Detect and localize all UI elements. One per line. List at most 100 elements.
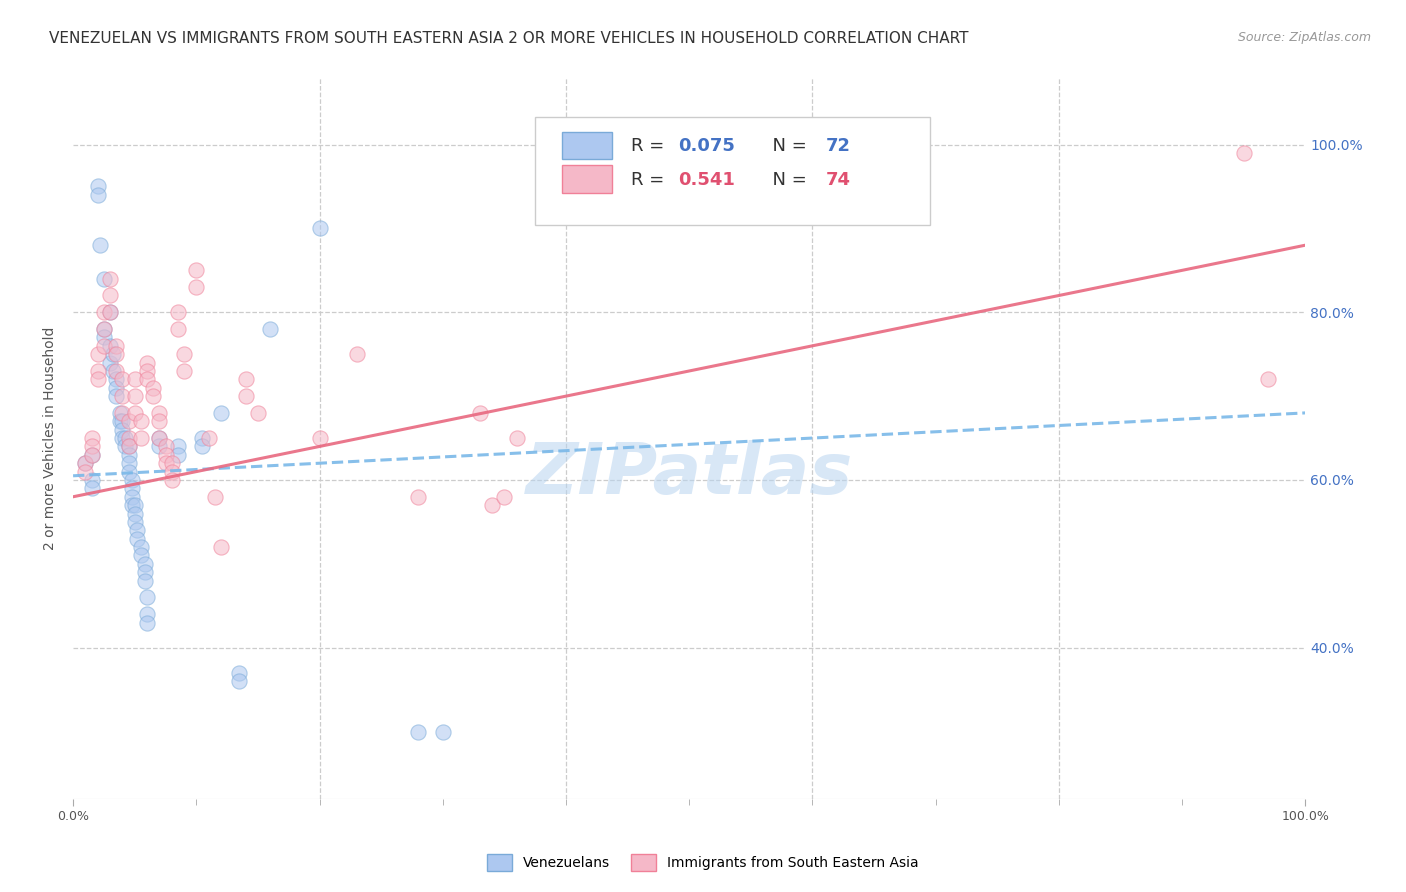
- Point: [121, 498, 143, 512]
- Point: [75, 456, 97, 470]
- Point: [105, 372, 128, 386]
- Text: 72: 72: [827, 137, 851, 155]
- Point: [134, 574, 156, 588]
- Point: [136, 607, 159, 622]
- Point: [142, 381, 165, 395]
- Point: [121, 482, 143, 496]
- Point: [148, 414, 170, 428]
- Point: [155, 456, 177, 470]
- Point: [105, 389, 128, 403]
- Text: VENEZUELAN VS IMMIGRANTS FROM SOUTH EASTERN ASIA 2 OR MORE VEHICLES IN HOUSEHOLD: VENEZUELAN VS IMMIGRANTS FROM SOUTH EAST…: [49, 31, 969, 46]
- Point: [114, 431, 136, 445]
- Point: [87, 364, 110, 378]
- Point: [87, 372, 110, 386]
- Point: [308, 431, 330, 445]
- Point: [87, 187, 110, 202]
- Point: [186, 280, 208, 294]
- Point: [105, 339, 128, 353]
- Text: N =: N =: [761, 171, 813, 189]
- Text: 0.541: 0.541: [678, 171, 735, 189]
- FancyBboxPatch shape: [562, 131, 612, 159]
- Point: [117, 414, 139, 428]
- Point: [80, 431, 103, 445]
- FancyBboxPatch shape: [562, 165, 612, 193]
- FancyBboxPatch shape: [536, 117, 929, 226]
- Point: [93, 339, 115, 353]
- Point: [111, 406, 134, 420]
- Point: [117, 448, 139, 462]
- Point: [124, 498, 146, 512]
- Point: [308, 221, 330, 235]
- Point: [129, 431, 152, 445]
- Point: [166, 305, 188, 319]
- Point: [346, 347, 368, 361]
- Text: N =: N =: [761, 137, 813, 155]
- Point: [75, 465, 97, 479]
- Point: [111, 431, 134, 445]
- Point: [235, 389, 257, 403]
- Point: [166, 322, 188, 336]
- Point: [155, 439, 177, 453]
- Text: 0.075: 0.075: [678, 137, 735, 155]
- Point: [494, 490, 516, 504]
- Point: [134, 557, 156, 571]
- Point: [136, 364, 159, 378]
- Point: [186, 263, 208, 277]
- Point: [108, 406, 131, 420]
- Point: [406, 490, 429, 504]
- Text: R =: R =: [631, 171, 671, 189]
- Point: [197, 431, 219, 445]
- Point: [432, 724, 454, 739]
- Point: [204, 490, 226, 504]
- Point: [98, 355, 121, 369]
- Point: [506, 431, 529, 445]
- Point: [160, 473, 183, 487]
- Point: [1233, 145, 1256, 160]
- Point: [87, 179, 110, 194]
- Point: [98, 339, 121, 353]
- Point: [117, 465, 139, 479]
- Point: [129, 540, 152, 554]
- Point: [93, 330, 115, 344]
- Point: [93, 305, 115, 319]
- Point: [173, 347, 195, 361]
- Point: [406, 724, 429, 739]
- Point: [166, 439, 188, 453]
- Point: [98, 288, 121, 302]
- Point: [105, 381, 128, 395]
- Point: [111, 389, 134, 403]
- Point: [1257, 372, 1279, 386]
- Point: [155, 448, 177, 462]
- Point: [124, 507, 146, 521]
- Point: [121, 490, 143, 504]
- Point: [124, 389, 146, 403]
- Point: [134, 566, 156, 580]
- Point: [124, 515, 146, 529]
- Point: [117, 431, 139, 445]
- Point: [148, 439, 170, 453]
- Point: [105, 347, 128, 361]
- Point: [87, 347, 110, 361]
- Point: [127, 532, 149, 546]
- Point: [148, 431, 170, 445]
- Point: [259, 322, 281, 336]
- Point: [105, 364, 128, 378]
- Point: [93, 322, 115, 336]
- Point: [228, 665, 250, 680]
- Point: [98, 305, 121, 319]
- Point: [228, 674, 250, 689]
- Point: [80, 448, 103, 462]
- Legend: Venezuelans, Immigrants from South Eastern Asia: Venezuelans, Immigrants from South Easte…: [481, 848, 925, 876]
- Point: [93, 271, 115, 285]
- Point: [160, 465, 183, 479]
- Point: [111, 423, 134, 437]
- Point: [80, 473, 103, 487]
- Point: [148, 406, 170, 420]
- Point: [101, 347, 124, 361]
- Point: [124, 372, 146, 386]
- Point: [89, 238, 111, 252]
- Point: [111, 414, 134, 428]
- Point: [101, 364, 124, 378]
- Text: 74: 74: [827, 171, 851, 189]
- Point: [191, 439, 214, 453]
